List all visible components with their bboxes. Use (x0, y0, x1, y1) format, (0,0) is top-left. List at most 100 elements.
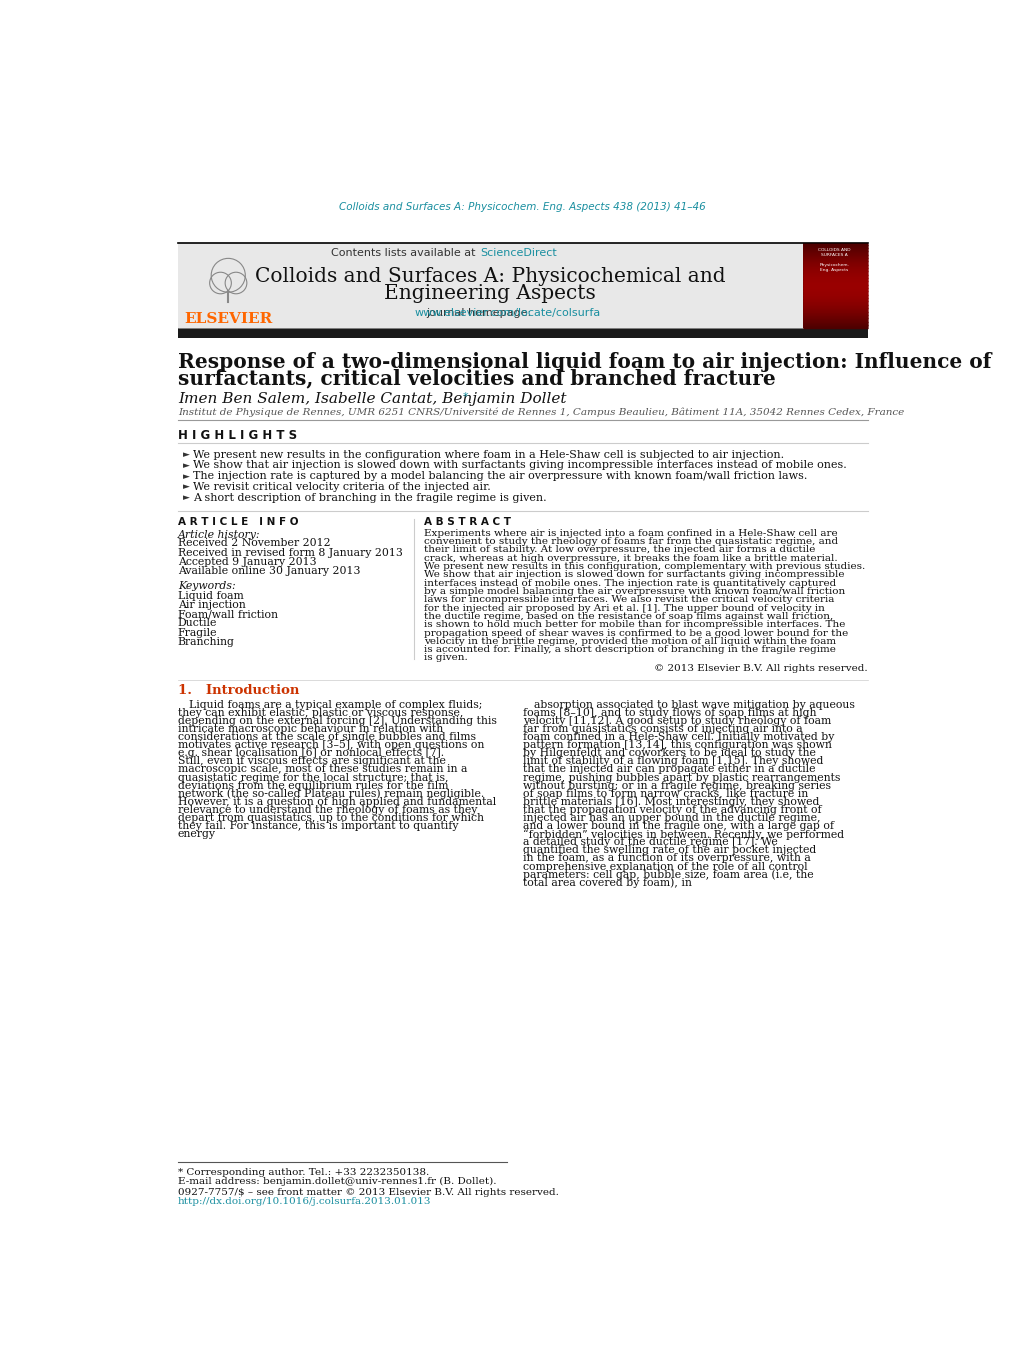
Text: a detailed study of the ductile regime [17]. We: a detailed study of the ductile regime [… (522, 838, 776, 847)
Text: velocity in the brittle regime, provided the motion of all liquid within the foa: velocity in the brittle regime, provided… (424, 636, 836, 646)
Text: is accounted for. Finally, a short description of branching in the fragile regim: is accounted for. Finally, a short descr… (424, 646, 836, 654)
Text: www.elsevier.com/locate/colsurfa: www.elsevier.com/locate/colsurfa (414, 308, 600, 317)
Text: http://dx.doi.org/10.1016/j.colsurfa.2013.01.013: http://dx.doi.org/10.1016/j.colsurfa.201… (177, 1197, 431, 1206)
Text: We present new results in this configuration, complementary with previous studie: We present new results in this configura… (424, 562, 865, 571)
Text: convenient to study the rheology of foams far from the quasistatic regime, and: convenient to study the rheology of foam… (424, 538, 838, 546)
Text: comprehensive explanation of the role of all control: comprehensive explanation of the role of… (522, 862, 807, 871)
Text: H I G H L I G H T S: H I G H L I G H T S (177, 430, 297, 442)
Text: Contents lists available at: Contents lists available at (330, 249, 478, 258)
Text: ►: ► (183, 471, 190, 481)
Text: pattern formation [13,14], this configuration was shown: pattern formation [13,14], this configur… (522, 740, 830, 750)
Text: A R T I C L E   I N F O: A R T I C L E I N F O (177, 517, 299, 527)
Text: Keywords:: Keywords: (177, 581, 235, 592)
Bar (803, 243, 867, 328)
Text: Received in revised form 8 January 2013: Received in revised form 8 January 2013 (177, 547, 403, 558)
Text: ►: ► (183, 450, 190, 459)
Text: ►: ► (183, 482, 190, 492)
Text: considerations at the scale of single bubbles and films: considerations at the scale of single bu… (177, 732, 476, 742)
Text: ScienceDirect: ScienceDirect (480, 249, 556, 258)
Text: injected air has an upper bound in the ductile regime,: injected air has an upper bound in the d… (522, 813, 819, 823)
Text: * Corresponding author. Tel.: +33 2232350138.: * Corresponding author. Tel.: +33 223235… (177, 1167, 429, 1177)
Text: We show that air injection is slowed down with surfactants giving incompressible: We show that air injection is slowed dow… (194, 461, 847, 470)
Text: the ductile regime, based on the resistance of soap films against wall friction,: the ductile regime, based on the resista… (424, 612, 833, 621)
Text: Institut de Physique de Rennes, UMR 6251 CNRS/Université de Rennes 1, Campus Bea: Institut de Physique de Rennes, UMR 6251… (177, 408, 903, 417)
Text: We revisit critical velocity criteria of the injected air.: We revisit critical velocity criteria of… (194, 482, 490, 492)
Text: that the propagation velocity of the advancing front of: that the propagation velocity of the adv… (522, 805, 820, 815)
Text: is shown to hold much better for mobile than for incompressible interfaces. The: is shown to hold much better for mobile … (424, 620, 845, 630)
Text: Engineering Aspects: Engineering Aspects (384, 284, 595, 303)
Text: Available online 30 January 2013: Available online 30 January 2013 (177, 566, 360, 576)
Text: Imen Ben Salem, Isabelle Cantat, Benjamin Dollet: Imen Ben Salem, Isabelle Cantat, Benjami… (177, 392, 566, 407)
Text: ELSEVIER: ELSEVIER (184, 312, 272, 326)
Text: A short description of branching in the fragile regime is given.: A short description of branching in the … (194, 493, 546, 503)
Text: foams [8–10], and to study flows of soap films at high: foams [8–10], and to study flows of soap… (522, 708, 815, 717)
Text: Received 2 November 2012: Received 2 November 2012 (177, 538, 330, 549)
Text: Liquid foams are a typical example of complex fluids;: Liquid foams are a typical example of co… (190, 700, 482, 709)
Text: by Hilgenfeldt and coworkers to be ideal to study the: by Hilgenfeldt and coworkers to be ideal… (522, 748, 815, 758)
Text: energy: energy (177, 830, 216, 839)
Text: e.g. shear localisation [6] or nonlocal effects [7].: e.g. shear localisation [6] or nonlocal … (177, 748, 443, 758)
Text: and a lower bound in the fragile one, with a large gap of: and a lower bound in the fragile one, wi… (522, 821, 833, 831)
Text: Still, even if viscous effects are significant at the: Still, even if viscous effects are signi… (177, 757, 445, 766)
Text: E-mail address: benjamin.dollet@univ-rennes1.fr (B. Dollet).: E-mail address: benjamin.dollet@univ-ren… (177, 1177, 496, 1186)
Text: for the injected air proposed by Ari et al. [1]. The upper bound of velocity in: for the injected air proposed by Ari et … (424, 604, 824, 612)
Text: total area covered by foam), in: total area covered by foam), in (522, 877, 691, 888)
Text: Liquid foam: Liquid foam (177, 590, 244, 601)
Text: Experiments where air is injected into a foam confined in a Hele-Shaw cell are: Experiments where air is injected into a… (424, 528, 838, 538)
Text: laws for incompressible interfaces. We also revisit the critical velocity criter: laws for incompressible interfaces. We a… (424, 596, 834, 604)
Text: is given.: is given. (424, 654, 468, 662)
Text: motivates active research [3–5], with open questions on: motivates active research [3–5], with op… (177, 740, 484, 750)
Text: Foam/wall friction: Foam/wall friction (177, 609, 277, 619)
Text: network (the so-called Plateau rules) remain negligible.: network (the so-called Plateau rules) re… (177, 789, 484, 798)
Text: they can exhibit elastic, plastic or viscous response,: they can exhibit elastic, plastic or vis… (177, 708, 463, 717)
Text: propagation speed of shear waves is confirmed to be a good lower bound for the: propagation speed of shear waves is conf… (424, 628, 848, 638)
Text: interfaces instead of mobile ones. The injection rate is quantitatively captured: interfaces instead of mobile ones. The i… (424, 578, 836, 588)
Text: quantified the swelling rate of the air pocket injected: quantified the swelling rate of the air … (522, 846, 815, 855)
Text: foam confined in a Hele-Shaw cell. Initially motivated by: foam confined in a Hele-Shaw cell. Initi… (522, 732, 834, 742)
Text: regime, pushing bubbles apart by plastic rearrangements: regime, pushing bubbles apart by plastic… (522, 773, 840, 782)
Text: Accepted 9 January 2013: Accepted 9 January 2013 (177, 557, 316, 567)
Text: Ductile: Ductile (177, 619, 217, 628)
Text: macroscopic scale, most of these studies remain in a: macroscopic scale, most of these studies… (177, 765, 467, 774)
Text: of soap films to form narrow cracks, like fracture in: of soap films to form narrow cracks, lik… (522, 789, 807, 798)
Text: far from quasistatics consists of injecting air into a: far from quasistatics consists of inject… (522, 724, 802, 734)
Text: quasistatic regime for the local structure; that is,: quasistatic regime for the local structu… (177, 773, 448, 782)
Text: ►: ► (183, 493, 190, 503)
Text: ►: ► (183, 461, 190, 470)
Text: surfactants, critical velocities and branched fracture: surfactants, critical velocities and bra… (177, 369, 774, 389)
Text: parameters: cell gap, bubble size, foam area (i.e, the: parameters: cell gap, bubble size, foam … (522, 869, 812, 880)
Text: limit of stability of a flowing foam [1,15]. They showed: limit of stability of a flowing foam [1,… (522, 757, 822, 766)
Text: However, it is a question of high applied and fundamental: However, it is a question of high applie… (177, 797, 495, 807)
Text: crack, whereas at high overpressure, it breaks the foam like a brittle material.: crack, whereas at high overpressure, it … (424, 554, 838, 563)
Text: without bursting; or in a fragile regime, breaking series: without bursting; or in a fragile regime… (522, 781, 829, 790)
Text: A B S T R A C T: A B S T R A C T (424, 517, 511, 527)
Text: deviations from the equilibrium rules for the film: deviations from the equilibrium rules fo… (177, 781, 448, 790)
Text: by a simple model balancing the air overpressure with known foam/wall friction: by a simple model balancing the air over… (424, 586, 845, 596)
Text: COLLOIDS AND
SURFACES A

Physicochem.
Eng. Aspects: COLLOIDS AND SURFACES A Physicochem. Eng… (817, 249, 850, 272)
Text: relevance to understand the rheology of foams as they: relevance to understand the rheology of … (177, 805, 477, 815)
Text: We present new results in the configuration where foam in a Hele-Shaw cell is su: We present new results in the configurat… (194, 450, 784, 459)
Text: Fragile: Fragile (177, 628, 217, 638)
Text: Colloids and Surfaces A: Physicochem. Eng. Aspects 438 (2013) 41–46: Colloids and Surfaces A: Physicochem. En… (339, 201, 705, 212)
Text: Article history:: Article history: (177, 530, 260, 540)
Text: velocity [11,12]. A good setup to study rheology of foam: velocity [11,12]. A good setup to study … (522, 716, 830, 725)
Text: We show that air injection is slowed down for surfactants giving incompressible: We show that air injection is slowed dow… (424, 570, 844, 580)
Text: intricate macroscopic behaviour in relation with: intricate macroscopic behaviour in relat… (177, 724, 442, 734)
Text: Air injection: Air injection (177, 600, 246, 609)
Text: depart from quasistatics, up to the conditions for which: depart from quasistatics, up to the cond… (177, 813, 483, 823)
Text: they fail. For instance, this is important to quantify: they fail. For instance, this is importa… (177, 821, 458, 831)
Text: absorption associated to blast wave mitigation by aqueous: absorption associated to blast wave miti… (534, 700, 854, 709)
Text: depending on the external forcing [2]. Understanding this: depending on the external forcing [2]. U… (177, 716, 496, 725)
Text: Branching: Branching (177, 636, 234, 647)
Text: *: * (462, 392, 468, 403)
Text: 0927-7757/$ – see front matter © 2013 Elsevier B.V. All rights reserved.: 0927-7757/$ – see front matter © 2013 El… (177, 1188, 558, 1197)
Text: that the injected air can propagate either in a ductile: that the injected air can propagate eith… (522, 765, 814, 774)
Text: Response of a two-dimensional liquid foam to air injection: Influence of: Response of a two-dimensional liquid foa… (177, 353, 990, 373)
Text: “forbidden” velocities in between. Recently, we performed: “forbidden” velocities in between. Recen… (522, 828, 843, 839)
Bar (177, 243, 803, 328)
Text: The injection rate is captured by a model balancing the air overpressure with kn: The injection rate is captured by a mode… (194, 471, 807, 481)
Bar (177, 328, 867, 338)
Text: their limit of stability. At low overpressure, the injected air forms a ductile: their limit of stability. At low overpre… (424, 546, 815, 554)
Text: in the foam, as a function of its overpressure, with a: in the foam, as a function of its overpr… (522, 854, 810, 863)
Text: Colloids and Surfaces A: Physicochemical and: Colloids and Surfaces A: Physicochemical… (255, 266, 725, 285)
